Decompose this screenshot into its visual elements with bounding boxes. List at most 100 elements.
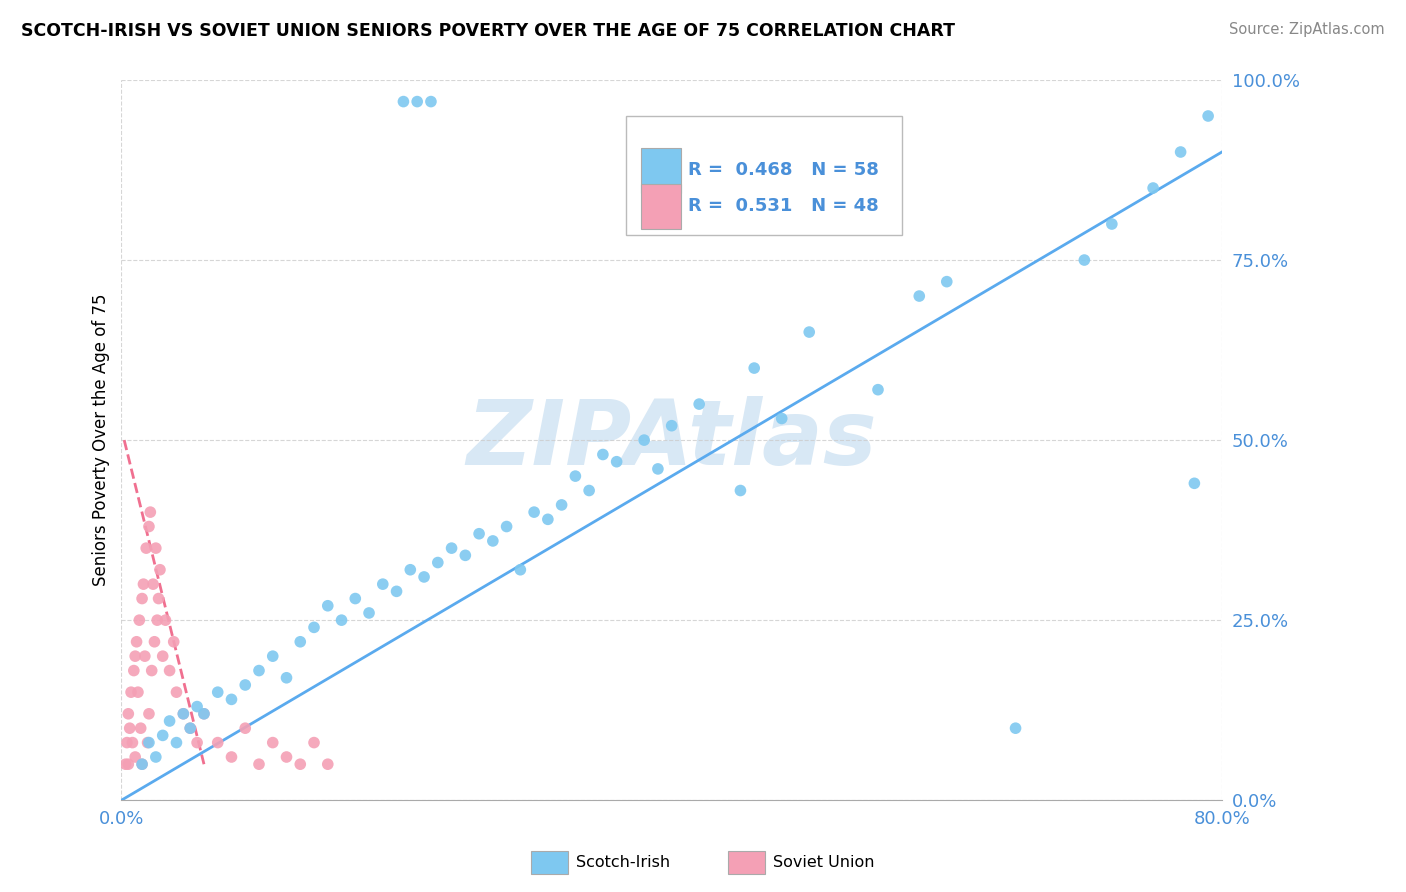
Point (124, 649, 146, 664)
Point (262, 649, 284, 664)
Point (262, 736, 284, 750)
Point (233, 721, 256, 735)
Point (633, 433, 655, 447)
Text: SCOTCH-IRISH VS SOVIET UNION SENIORS POVERTY OVER THE AGE OF 75 CORRELATION CHAR: SCOTCH-IRISH VS SOVIET UNION SENIORS POV… (21, 22, 955, 40)
Point (550, 498, 572, 512)
Point (509, 563, 531, 577)
Point (131, 757, 153, 772)
Point (141, 664, 163, 678)
Point (145, 541, 167, 556)
Point (742, 361, 765, 376)
Point (661, 418, 683, 433)
Point (413, 570, 436, 584)
Point (592, 448, 614, 462)
Point (135, 541, 157, 556)
Point (142, 577, 165, 591)
Point (866, 383, 889, 397)
Point (440, 541, 463, 556)
Point (145, 750, 167, 764)
Text: Source: ZipAtlas.com: Source: ZipAtlas.com (1229, 22, 1385, 37)
Point (302, 620, 325, 634)
Text: Scotch-Irish: Scotch-Irish (576, 855, 671, 870)
Point (647, 462, 669, 476)
Point (152, 649, 174, 664)
Point (578, 483, 600, 498)
Point (149, 563, 172, 577)
Point (193, 706, 215, 721)
Point (495, 519, 517, 533)
Point (114, 757, 136, 772)
Point (606, 455, 628, 469)
Point (121, 736, 143, 750)
Y-axis label: Seniors Poverty Over the Age of 75: Seniors Poverty Over the Age of 75 (93, 293, 110, 586)
Point (172, 706, 194, 721)
Point (1197, 109, 1219, 123)
Point (148, 591, 170, 606)
Point (131, 757, 153, 772)
Point (207, 736, 229, 750)
Point (186, 699, 208, 714)
Point (221, 692, 243, 706)
Point (166, 736, 188, 750)
Point (482, 533, 505, 548)
Point (385, 584, 408, 599)
Point (316, 757, 339, 772)
Point (330, 613, 353, 627)
Point (344, 591, 367, 606)
Point (406, 95, 429, 109)
Point (1073, 253, 1095, 268)
Point (1182, 476, 1205, 491)
Point (302, 736, 325, 750)
Point (193, 706, 215, 721)
Point (1004, 721, 1026, 735)
Point (139, 505, 162, 519)
Point (371, 577, 394, 591)
Point (136, 736, 159, 750)
Point (564, 469, 586, 483)
Point (399, 563, 422, 577)
Point (117, 706, 139, 721)
Point (118, 721, 141, 735)
Point (131, 591, 153, 606)
Point (138, 706, 160, 721)
Text: R =  0.531   N = 48: R = 0.531 N = 48 (689, 197, 879, 216)
Point (146, 613, 169, 627)
Point (935, 275, 957, 289)
Point (138, 519, 160, 533)
Point (420, 95, 443, 109)
Point (1142, 181, 1164, 195)
Point (392, 95, 415, 109)
Point (537, 512, 560, 526)
Point (159, 714, 181, 728)
Point (128, 613, 150, 627)
Point (316, 599, 339, 613)
Point (454, 549, 477, 563)
Point (179, 721, 201, 735)
Point (163, 634, 186, 648)
Point (186, 736, 208, 750)
Point (124, 750, 146, 764)
Point (276, 671, 298, 685)
Point (730, 483, 752, 498)
Point (1101, 217, 1123, 231)
Point (276, 750, 298, 764)
Point (120, 685, 142, 699)
Point (468, 526, 491, 541)
Point (138, 736, 160, 750)
Point (770, 411, 793, 425)
Point (152, 728, 174, 742)
Point (247, 664, 270, 678)
Point (143, 634, 166, 648)
Point (129, 721, 152, 735)
Point (688, 397, 710, 411)
Point (221, 750, 243, 764)
Point (290, 757, 312, 772)
Point (426, 556, 449, 570)
Point (908, 289, 931, 303)
Point (247, 757, 270, 772)
Point (159, 664, 181, 678)
Point (290, 634, 312, 648)
Point (132, 577, 155, 591)
Point (179, 721, 201, 735)
Point (172, 706, 194, 721)
